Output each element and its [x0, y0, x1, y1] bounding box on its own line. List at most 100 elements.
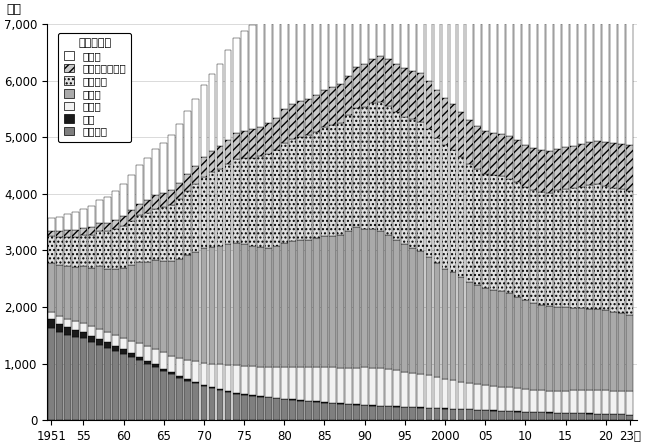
Bar	[433, 0, 441, 90]
Bar	[297, 0, 304, 101]
Bar	[281, 243, 287, 367]
Bar	[96, 223, 103, 231]
Bar	[433, 263, 441, 377]
Bar	[450, 104, 457, 150]
Bar	[610, 143, 617, 188]
Bar	[241, 244, 247, 366]
Bar	[385, 235, 392, 369]
Bar	[353, 368, 360, 405]
Bar	[426, 408, 432, 420]
Bar	[104, 269, 111, 332]
Bar	[112, 269, 119, 335]
Bar	[193, 252, 200, 362]
Bar	[56, 266, 63, 316]
Bar	[618, 0, 625, 144]
Bar	[570, 146, 577, 188]
Bar	[474, 285, 481, 384]
Bar	[169, 355, 175, 372]
Bar	[297, 400, 304, 401]
Bar	[305, 99, 312, 135]
Bar	[353, 67, 360, 108]
Bar	[160, 371, 167, 420]
Bar	[225, 140, 231, 164]
Bar	[64, 237, 71, 266]
Bar	[377, 231, 384, 368]
Bar	[112, 229, 119, 269]
Bar	[104, 332, 111, 342]
Bar	[256, 127, 264, 156]
Bar	[562, 308, 569, 391]
Bar	[618, 391, 625, 414]
Bar	[88, 268, 95, 326]
Bar	[538, 0, 545, 150]
Bar	[169, 190, 175, 205]
Bar	[265, 248, 271, 367]
Bar	[200, 386, 207, 420]
Bar	[433, 138, 441, 263]
Bar	[56, 217, 63, 231]
Bar	[385, 106, 392, 235]
Bar	[401, 68, 408, 117]
Bar	[570, 308, 577, 391]
Bar	[200, 156, 207, 177]
Bar	[209, 247, 215, 364]
Bar	[289, 139, 296, 241]
Bar	[64, 319, 71, 327]
Bar	[361, 0, 368, 64]
Bar	[498, 0, 505, 134]
Bar	[450, 272, 457, 380]
Bar	[426, 375, 432, 408]
Bar	[337, 123, 344, 235]
Bar	[249, 158, 256, 246]
Bar	[586, 142, 593, 185]
Bar	[490, 290, 497, 386]
Bar	[289, 104, 296, 139]
Bar	[136, 203, 143, 215]
Bar	[256, 156, 264, 247]
Bar	[176, 124, 183, 183]
Bar	[289, 400, 296, 420]
Bar	[64, 230, 71, 237]
Bar	[329, 125, 336, 236]
Bar	[72, 236, 79, 267]
Bar	[522, 412, 529, 420]
Bar	[345, 0, 352, 76]
Bar	[96, 200, 103, 223]
Bar	[393, 0, 401, 64]
Bar	[176, 183, 183, 199]
Bar	[88, 326, 95, 336]
Bar	[281, 110, 287, 143]
Bar	[329, 87, 336, 125]
Bar	[241, 158, 247, 244]
Bar	[273, 150, 280, 246]
Bar	[329, 0, 336, 87]
Bar	[200, 177, 207, 248]
Bar	[474, 410, 481, 420]
Bar	[88, 227, 95, 235]
Bar	[160, 352, 167, 368]
Bar	[337, 235, 344, 368]
Bar	[305, 0, 312, 99]
Bar	[610, 414, 617, 420]
Bar	[353, 0, 360, 67]
Bar	[417, 122, 424, 251]
Bar	[273, 398, 280, 420]
Bar	[96, 266, 103, 329]
Bar	[329, 403, 336, 420]
Bar	[602, 310, 609, 391]
Bar	[281, 143, 287, 243]
Bar	[321, 236, 328, 367]
Bar	[337, 84, 344, 123]
Bar	[498, 387, 505, 411]
Bar	[104, 223, 111, 232]
Bar	[353, 228, 360, 368]
Bar	[594, 185, 601, 309]
Bar	[152, 349, 159, 364]
Bar	[321, 127, 328, 236]
Bar	[370, 104, 376, 229]
Bar	[450, 380, 457, 409]
Bar	[474, 169, 481, 285]
Bar	[506, 179, 513, 294]
Bar	[498, 411, 505, 420]
Bar	[370, 0, 376, 59]
